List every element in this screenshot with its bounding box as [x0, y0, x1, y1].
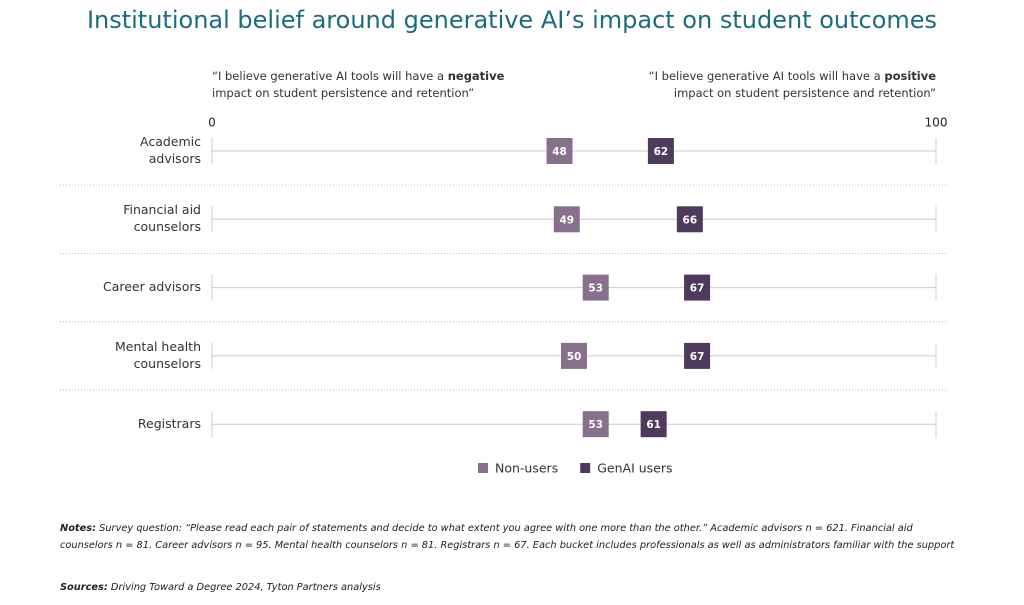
value-label: 62 — [654, 146, 669, 158]
marker — [684, 274, 711, 301]
marker — [640, 411, 667, 438]
category-label: Career advisors — [102, 279, 201, 295]
value-label: 49 — [559, 214, 574, 226]
x-tick-label: 0 — [208, 116, 216, 130]
annotation-text: “I believe generative AI tools will have… — [648, 69, 885, 83]
notes-label: Notes: — [60, 523, 97, 534]
category-label: Academic advisors — [139, 134, 201, 166]
marker — [647, 138, 674, 164]
chart-title: Institutional belief around generative A… — [86, 6, 938, 34]
annotation-text: impact on student persistence and retent… — [673, 86, 936, 100]
legend-swatch — [478, 463, 488, 473]
annotation-bold: positive — [884, 69, 936, 83]
marker — [582, 274, 609, 301]
annotation: “I believe generative AI tools will have… — [626, 68, 936, 102]
annotation-text: “I believe generative AI tools will have… — [212, 69, 448, 83]
legend-label: Non-users — [495, 461, 558, 476]
marker — [684, 342, 711, 369]
notes: Notes: Survey question: “Please read eac… — [60, 520, 960, 554]
category-label: Mental health counselors — [115, 338, 201, 371]
category-label: Registrars — [137, 415, 201, 431]
value-label: 53 — [588, 283, 603, 295]
value-label: 48 — [552, 146, 567, 158]
value-label: 67 — [690, 283, 705, 295]
value-label: 66 — [683, 214, 698, 226]
value-label: 61 — [646, 419, 661, 431]
x-tick-label: 100 — [925, 116, 948, 130]
marker — [561, 342, 587, 369]
value-label: 50 — [567, 351, 582, 363]
annotation-text: impact on student persistence and retent… — [212, 86, 475, 100]
marker — [582, 411, 609, 438]
sources: Sources: Driving Toward a Degree 2024, T… — [60, 579, 960, 596]
sources-text: Driving Toward a Degree 2024, Tyton Part… — [107, 582, 381, 593]
value-label: 67 — [690, 351, 705, 363]
marker — [546, 138, 573, 164]
marker — [676, 206, 703, 233]
value-label: 53 — [588, 419, 603, 431]
notes-text: Survey question: “Please read each pair … — [60, 523, 955, 551]
annotation: “I believe generative AI tools will have… — [212, 68, 522, 102]
legend-swatch — [580, 463, 591, 473]
category-label: Financial aid counselors — [123, 202, 201, 235]
marker — [553, 206, 580, 233]
sources-label: Sources: — [60, 582, 108, 593]
annotation-bold: negative — [447, 69, 505, 83]
legend-label: GenAI users — [597, 461, 672, 476]
